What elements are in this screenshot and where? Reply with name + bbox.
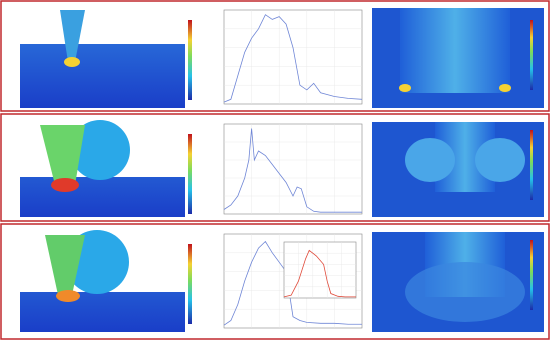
plot-area [223,9,363,105]
plot-area [223,123,363,215]
render-panels [372,8,544,332]
data-line [283,249,356,298]
data-line [223,128,362,213]
data-line [223,240,362,326]
plot-area [283,241,357,299]
data-line [223,14,363,103]
field-panels [20,8,192,332]
